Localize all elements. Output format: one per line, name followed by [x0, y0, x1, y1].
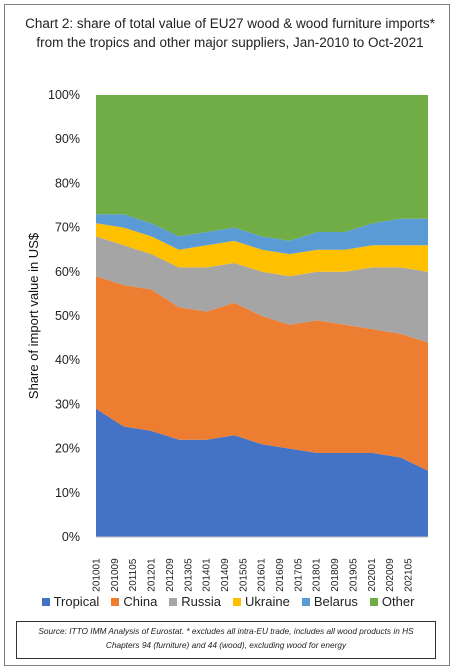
legend-label: Belarus [313, 594, 358, 609]
x-tick-label: 201305 [183, 558, 194, 592]
legend-item-belarus: Belarus [301, 594, 358, 609]
legend-label: Other [381, 594, 415, 609]
x-tick-label: 201801 [312, 558, 323, 592]
y-tick-label: 0% [62, 530, 80, 544]
y-tick-label: 70% [55, 221, 80, 235]
x-tick-label: 202009 [385, 558, 396, 592]
source-note: Source: ITTO IMM Analysis of Eurostat. *… [16, 621, 436, 659]
y-tick-label: 40% [55, 353, 80, 367]
axes-group: 0% 10% 20% 30% 40% 50% 60% 70% 80% 90% 100% 201001 2… [48, 88, 428, 592]
x-tick-label: 201209 [165, 558, 176, 592]
y-tick-label: 30% [55, 397, 80, 411]
y-tick-label: 80% [55, 176, 80, 190]
x-tick-label: 201505 [238, 558, 249, 592]
legend-swatch [41, 597, 50, 606]
x-tick-label: 201401 [202, 558, 213, 592]
x-tick-label: 202105 [404, 558, 415, 592]
x-tick-label: 201009 [110, 558, 121, 592]
y-tick-label: 90% [55, 132, 80, 146]
y-tick-label: 50% [55, 309, 80, 323]
x-tick-label: 201905 [348, 558, 359, 592]
x-tick-label: 201809 [330, 558, 341, 592]
x-tick-label: 201105 [128, 558, 139, 591]
legend-swatch [301, 597, 310, 606]
legend-swatch [233, 597, 242, 606]
legend-item-russia: Russia [169, 594, 221, 609]
x-tick-label: 201601 [257, 558, 268, 592]
y-tick-label: 100% [48, 88, 80, 102]
x-tick-label: 201409 [220, 558, 231, 592]
legend-label: Ukraine [245, 594, 290, 609]
x-tick-label: 202001 [367, 558, 378, 592]
area-belarus [96, 214, 428, 255]
legend-item-china: China [111, 594, 157, 609]
area-other [96, 95, 428, 241]
legend-swatch [369, 597, 378, 606]
legend-label: Russia [181, 594, 222, 609]
area-russia [96, 236, 428, 343]
legend-item-other: Other [369, 594, 415, 609]
chart-title: Chart 2: share of total value of EU27 wo… [25, 16, 435, 50]
y-tick-label: 10% [55, 486, 80, 500]
y-tick-label: 60% [55, 265, 80, 279]
legend-item-tropical: Tropical [41, 594, 100, 609]
legend: Tropical China Russia Ukraine Belarus Other [10, 594, 446, 609]
legend-label: China [123, 594, 158, 609]
legend-label: Tropical [53, 594, 100, 609]
area-ukraine [96, 223, 428, 277]
legend-swatch [111, 597, 120, 606]
x-tick-label: 201609 [275, 558, 286, 592]
area-tropical [96, 408, 428, 537]
area-series-group [96, 95, 428, 537]
x-tick-label: 201201 [147, 558, 158, 592]
area-china [96, 276, 428, 471]
legend-swatch [169, 597, 178, 606]
x-tick-label: 201001 [92, 558, 103, 592]
y-tick-label: 20% [55, 442, 80, 456]
legend-item-ukraine: Ukraine [233, 594, 290, 609]
x-tick-label: 201705 [293, 558, 304, 592]
y-axis-label: Share of import value in US$ [26, 232, 41, 399]
